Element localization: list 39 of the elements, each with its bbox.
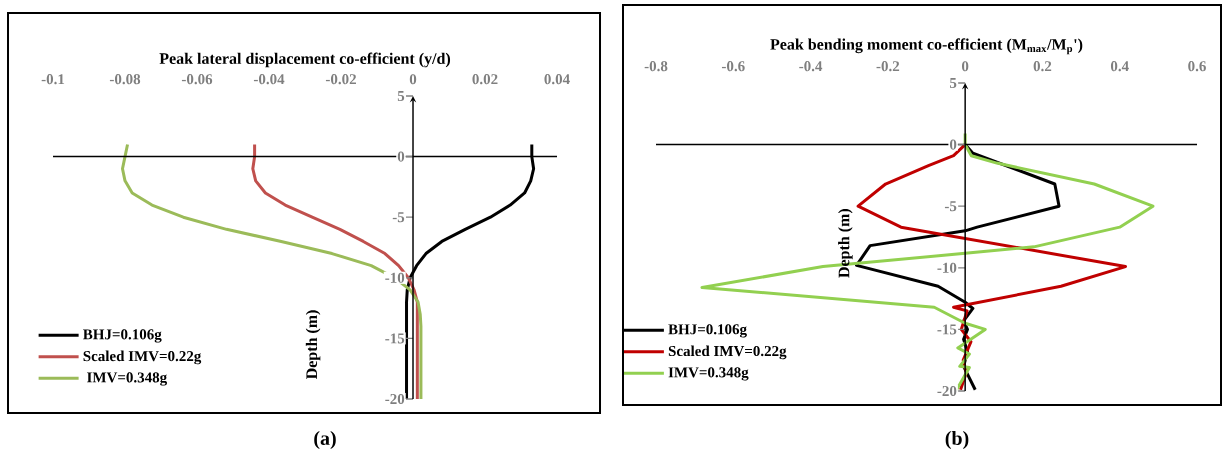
y-axis-title: Depth (m)	[838, 208, 853, 278]
y-tick-label: 0	[949, 139, 957, 150]
x-tick-label: -0.04	[253, 74, 285, 85]
x-tick-label: -0.4	[799, 61, 823, 72]
x-tick-label: 0.2	[1033, 61, 1052, 72]
x-tick-label: -0.02	[325, 74, 356, 85]
x-tick-label: 0.4	[1110, 61, 1129, 72]
legend-label: Scaled IMV=0.22g	[668, 345, 787, 360]
legend-label: IMV=0.348g	[87, 372, 167, 386]
y-tick-label: 0	[397, 151, 405, 162]
text: (b)	[945, 430, 969, 450]
x-tick-label: 0.04	[544, 74, 570, 85]
text: (a)	[314, 430, 336, 450]
x-tick-label: -0.8	[644, 61, 668, 72]
legend-label: BHJ=0.106g	[668, 324, 747, 338]
y-tick-label: -20	[937, 385, 957, 397]
x-tick-label: 0	[961, 61, 969, 72]
x-tick-label: -0.08	[109, 74, 141, 85]
y-tick-label: 5	[397, 91, 405, 101]
y-tick-label: -15	[937, 324, 957, 335]
x-tick-label: -0.06	[181, 74, 213, 85]
legend-label: Scaled IMV=0.22g	[83, 350, 202, 365]
y-tick-label: -15	[385, 333, 405, 344]
x-tick-label: 0.02	[472, 74, 498, 85]
y-tick-label: 5	[950, 78, 957, 88]
x-tick-label: 0.6	[1188, 61, 1206, 72]
x-tick-label: 0	[409, 74, 417, 85]
y-axis-title: Depth (m)	[305, 310, 321, 380]
legend-label: BHJ=0.106g	[83, 329, 162, 343]
y-tick-label: -5	[944, 201, 957, 212]
y-tick-label: -10	[937, 262, 957, 273]
x-tick-label: -0.2	[876, 61, 900, 72]
x-tick-label: -0.1	[41, 74, 65, 85]
legend-label: IMV=0.348g	[668, 367, 749, 381]
x-axis-title: Peak lateral displacement co-efficient (y/d)	[159, 52, 451, 68]
y-tick-label: -5	[392, 212, 405, 223]
y-tick-label: -20	[385, 393, 405, 405]
x-tick-label: -0.6	[721, 61, 745, 72]
x-axis-title: Peak bending moment co-efficient (M$_{max}$/M$_{p}$')	[770, 38, 1083, 55]
